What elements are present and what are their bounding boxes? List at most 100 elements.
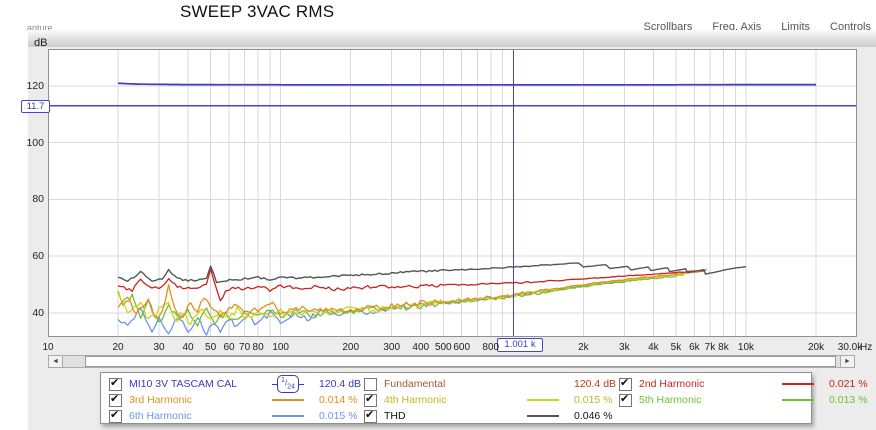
x-tick-label: 70 [239,342,251,353]
dash [272,383,278,385]
legend-value-fundamental: 120.4 dB [574,378,617,390]
x-tick-label: 20k [807,342,825,353]
legend-checkbox-5th-harmonic[interactable]: ✔ [619,393,632,407]
checkmark-icon: ✔ [110,376,120,389]
legend-label-fundamental: Fundamental [384,378,446,390]
panel-header-gradient [28,30,876,47]
legend-checkbox-3rd-harmonic[interactable]: ✔ [109,392,122,407]
x-tick-label: 30 [153,342,165,353]
legend-checkbox-thd[interactable]: ✔ [364,408,377,423]
legend-value-2nd-harmonic: 0.021 % [829,378,868,390]
smoothing-value: 1/24 [277,374,299,394]
h-scrollbar-track[interactable] [63,356,840,367]
x-tick-label: 7k [704,342,716,353]
x-tick-label: 6k [689,342,700,353]
legend-checkbox-6th-harmonic[interactable]: ✔ [109,408,122,423]
legend-value-6th-harmonic: 0.015 % [319,410,358,422]
legend-line-sample [782,383,814,385]
checkmark-icon: ✔ [365,392,375,405]
x-tick-label: 30.0k [837,342,863,353]
legend-label-3rd-harmonic: 3rd Harmonic [129,394,193,406]
legend-sample-mi10-3v-tascam-cal: 1/24 [257,374,319,394]
legend-label-2nd-harmonic: 2nd Harmonic [639,378,705,390]
legend-cell-4th-harmonic: ✔ 4th Harmonic 0.015 % [356,392,613,408]
dash [298,383,304,385]
legend-value-4th-harmonic: 0.015 % [574,394,613,406]
x-tick-label: 100 [272,342,289,353]
checkmark-icon: ✔ [110,408,120,421]
legend-sample-5th-harmonic [767,399,829,401]
x-tick-label: 80 [252,342,264,353]
trace-5th-harmonic [117,274,684,327]
trace-mi10-3v-tascam-cal [117,82,816,86]
x-tick-label: 400 [412,342,430,353]
cursor-level-readout: 11.7 [21,100,50,113]
x-tick-label: 8k [718,342,729,353]
x-tick-label: 200 [342,342,360,353]
legend-value-mi10-3v-tascam-cal: 120.4 dB [319,378,362,390]
page-title: SWEEP 3VAC RMS [180,2,335,21]
x-tick-label: 10k [737,342,755,353]
legend-checkbox-2nd-harmonic[interactable]: ✔ [619,376,632,391]
smoothing-badge[interactable]: 1/24 [272,374,304,394]
legend-line-sample [527,399,559,401]
y-axis-unit: dB [34,37,48,49]
legend-label-6th-harmonic: 6th Harmonic [129,410,192,422]
plot-area[interactable] [48,49,857,337]
h-scrollbar-thumb[interactable] [85,356,836,367]
y-tick-label: 80 [32,193,44,206]
x-tick-label: 10 [42,342,54,353]
x-tick-label: 300 [383,342,401,353]
legend-cell-fundamental: Fundamental 120.4 dB [356,376,616,392]
x-tick-label: 800 [482,342,500,353]
legend-label-mi10-3v-tascam-cal: MI10 3V TASCAM CAL [129,378,238,390]
x-tick-label: 2k [578,342,589,353]
legend-cell-6th-harmonic: ✔ 6th Harmonic 0.015 % [101,408,358,424]
legend-checkbox-mi10-3v-tascam-cal[interactable]: ✔ [109,376,122,391]
legend-label-thd: THD [384,410,406,422]
legend-sample-2nd-harmonic [767,383,829,385]
x-tick-label: 20 [112,342,124,353]
y-tick-label: 60 [32,250,44,263]
trace-2nd-harmonic [117,268,705,302]
legend-label-5th-harmonic: 5th Harmonic [639,394,702,406]
legend-value-3rd-harmonic: 0.014 % [319,394,358,406]
checkmark-icon: ✔ [365,408,375,421]
x-tick-label: 60 [223,342,235,353]
y-tick-label: 100 [26,136,44,149]
legend-line-sample [527,415,559,417]
scroll-right-arrow-icon[interactable]: ► [840,356,854,367]
legend-cell-thd: ✔ THD 0.046 % [356,408,613,424]
y-tick-label: 40 [32,306,44,319]
x-tick-label: 40 [182,342,194,353]
y-tick-label: 120 [26,79,44,92]
legend-checkbox-4th-harmonic[interactable]: ✔ [364,392,377,407]
legend-value-5th-harmonic: 0.013 % [829,394,868,406]
legend-label-4th-harmonic: 4th Harmonic [384,394,447,406]
legend-sample-4th-harmonic [512,399,574,401]
legend-cell-3rd-harmonic: ✔ 3rd Harmonic 0.014 % [101,392,358,408]
legend-cell-5th-harmonic: ✔ 5th Harmonic 0.013 % [611,392,868,408]
legend-line-sample [782,399,814,401]
scroll-left-arrow-icon[interactable]: ◄ [49,356,63,367]
x-tick-label: 500 [434,342,452,353]
legend-sample-6th-harmonic [257,415,319,417]
x-tick-label: 600 [453,342,471,353]
legend-sample-thd [512,415,574,417]
x-tick-label: 3k [619,342,630,353]
legend-checkbox-fundamental[interactable] [364,377,377,391]
trace-3rd-harmonic [117,268,708,319]
x-axis-unit: Hz [860,342,873,353]
capture-tab-partial-label: apture [27,23,53,33]
trace-thd [117,262,747,284]
h-scrollbar[interactable]: ◄ ► [48,355,855,368]
legend-line-sample [272,415,304,417]
x-tick-label: 50 [205,342,217,353]
checkmark-icon: ✔ [110,392,120,405]
legend-value-thd: 0.046 % [574,410,613,422]
legend-cell-empty [611,408,868,424]
checkmark-icon: ✔ [620,376,630,389]
x-tick-label: 4k [648,342,659,353]
legend-panel: ✔ MI10 3V TASCAM CAL 1/24 120.4 dB Fundament… [100,372,868,424]
legend-cell-mi10-3v-tascam-cal: ✔ MI10 3V TASCAM CAL 1/24 120.4 dB [101,374,361,394]
